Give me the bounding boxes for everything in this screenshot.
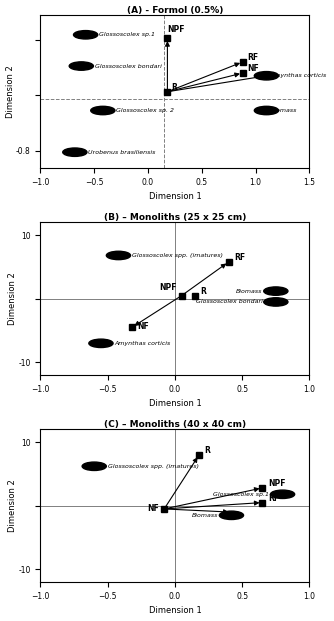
Ellipse shape [91,106,115,115]
Ellipse shape [73,30,98,39]
Text: NF: NF [247,64,259,73]
X-axis label: Dimension 1: Dimension 1 [149,193,201,201]
Text: NPF: NPF [159,283,176,292]
Text: Glossoscolex sp.1: Glossoscolex sp.1 [213,492,269,497]
Ellipse shape [82,462,106,471]
Ellipse shape [106,252,131,260]
Title: (A) - Formol (0.5%): (A) - Formol (0.5%) [127,6,223,14]
Ellipse shape [264,297,288,306]
Ellipse shape [89,339,113,348]
Ellipse shape [219,511,243,520]
Text: Glossoscolex sp.1: Glossoscolex sp.1 [99,32,155,37]
Text: Amynthas corticis: Amynthas corticis [271,73,327,78]
Text: Glossoscolex bondari: Glossoscolex bondari [95,63,162,68]
X-axis label: Dimension 1: Dimension 1 [149,607,201,615]
Text: R: R [204,446,210,455]
Ellipse shape [63,148,87,156]
Title: (C) – Monoliths (40 x 40 cm): (C) – Monoliths (40 x 40 cm) [104,420,246,428]
Ellipse shape [254,71,279,80]
Text: Urobenus brasiliensis: Urobenus brasiliensis [88,150,156,155]
Y-axis label: Dimension 2: Dimension 2 [6,65,15,118]
Text: Amynthas corticis: Amynthas corticis [114,341,171,346]
Y-axis label: Dimension 2: Dimension 2 [8,479,17,532]
Ellipse shape [69,62,94,70]
Text: R: R [172,83,178,92]
Title: (B) – Monoliths (25 x 25 cm): (B) – Monoliths (25 x 25 cm) [104,212,246,222]
Text: Glossoscolex sp. 2: Glossoscolex sp. 2 [116,108,174,113]
Text: Biomass: Biomass [192,513,218,518]
Text: R: R [200,286,206,296]
Text: Biomass: Biomass [271,108,297,113]
Text: NF: NF [137,322,149,330]
Text: Glossoscolex spp. (imatures): Glossoscolex spp. (imatures) [108,464,198,469]
Text: NPF: NPF [167,25,185,34]
Ellipse shape [254,106,279,115]
Ellipse shape [271,490,295,499]
Text: RF: RF [247,53,258,62]
Ellipse shape [264,287,288,296]
Text: RF: RF [268,494,279,502]
Text: Glossoscolex spp. (imatures): Glossoscolex spp. (imatures) [132,253,223,258]
X-axis label: Dimension 1: Dimension 1 [149,399,201,409]
Text: Biomass: Biomass [236,289,263,294]
Text: NF: NF [147,504,159,513]
Text: Glossoscolex bondari: Glossoscolex bondari [196,299,263,304]
Y-axis label: Dimension 2: Dimension 2 [8,273,17,325]
Text: NPF: NPF [268,479,285,488]
Text: RF: RF [234,253,245,262]
